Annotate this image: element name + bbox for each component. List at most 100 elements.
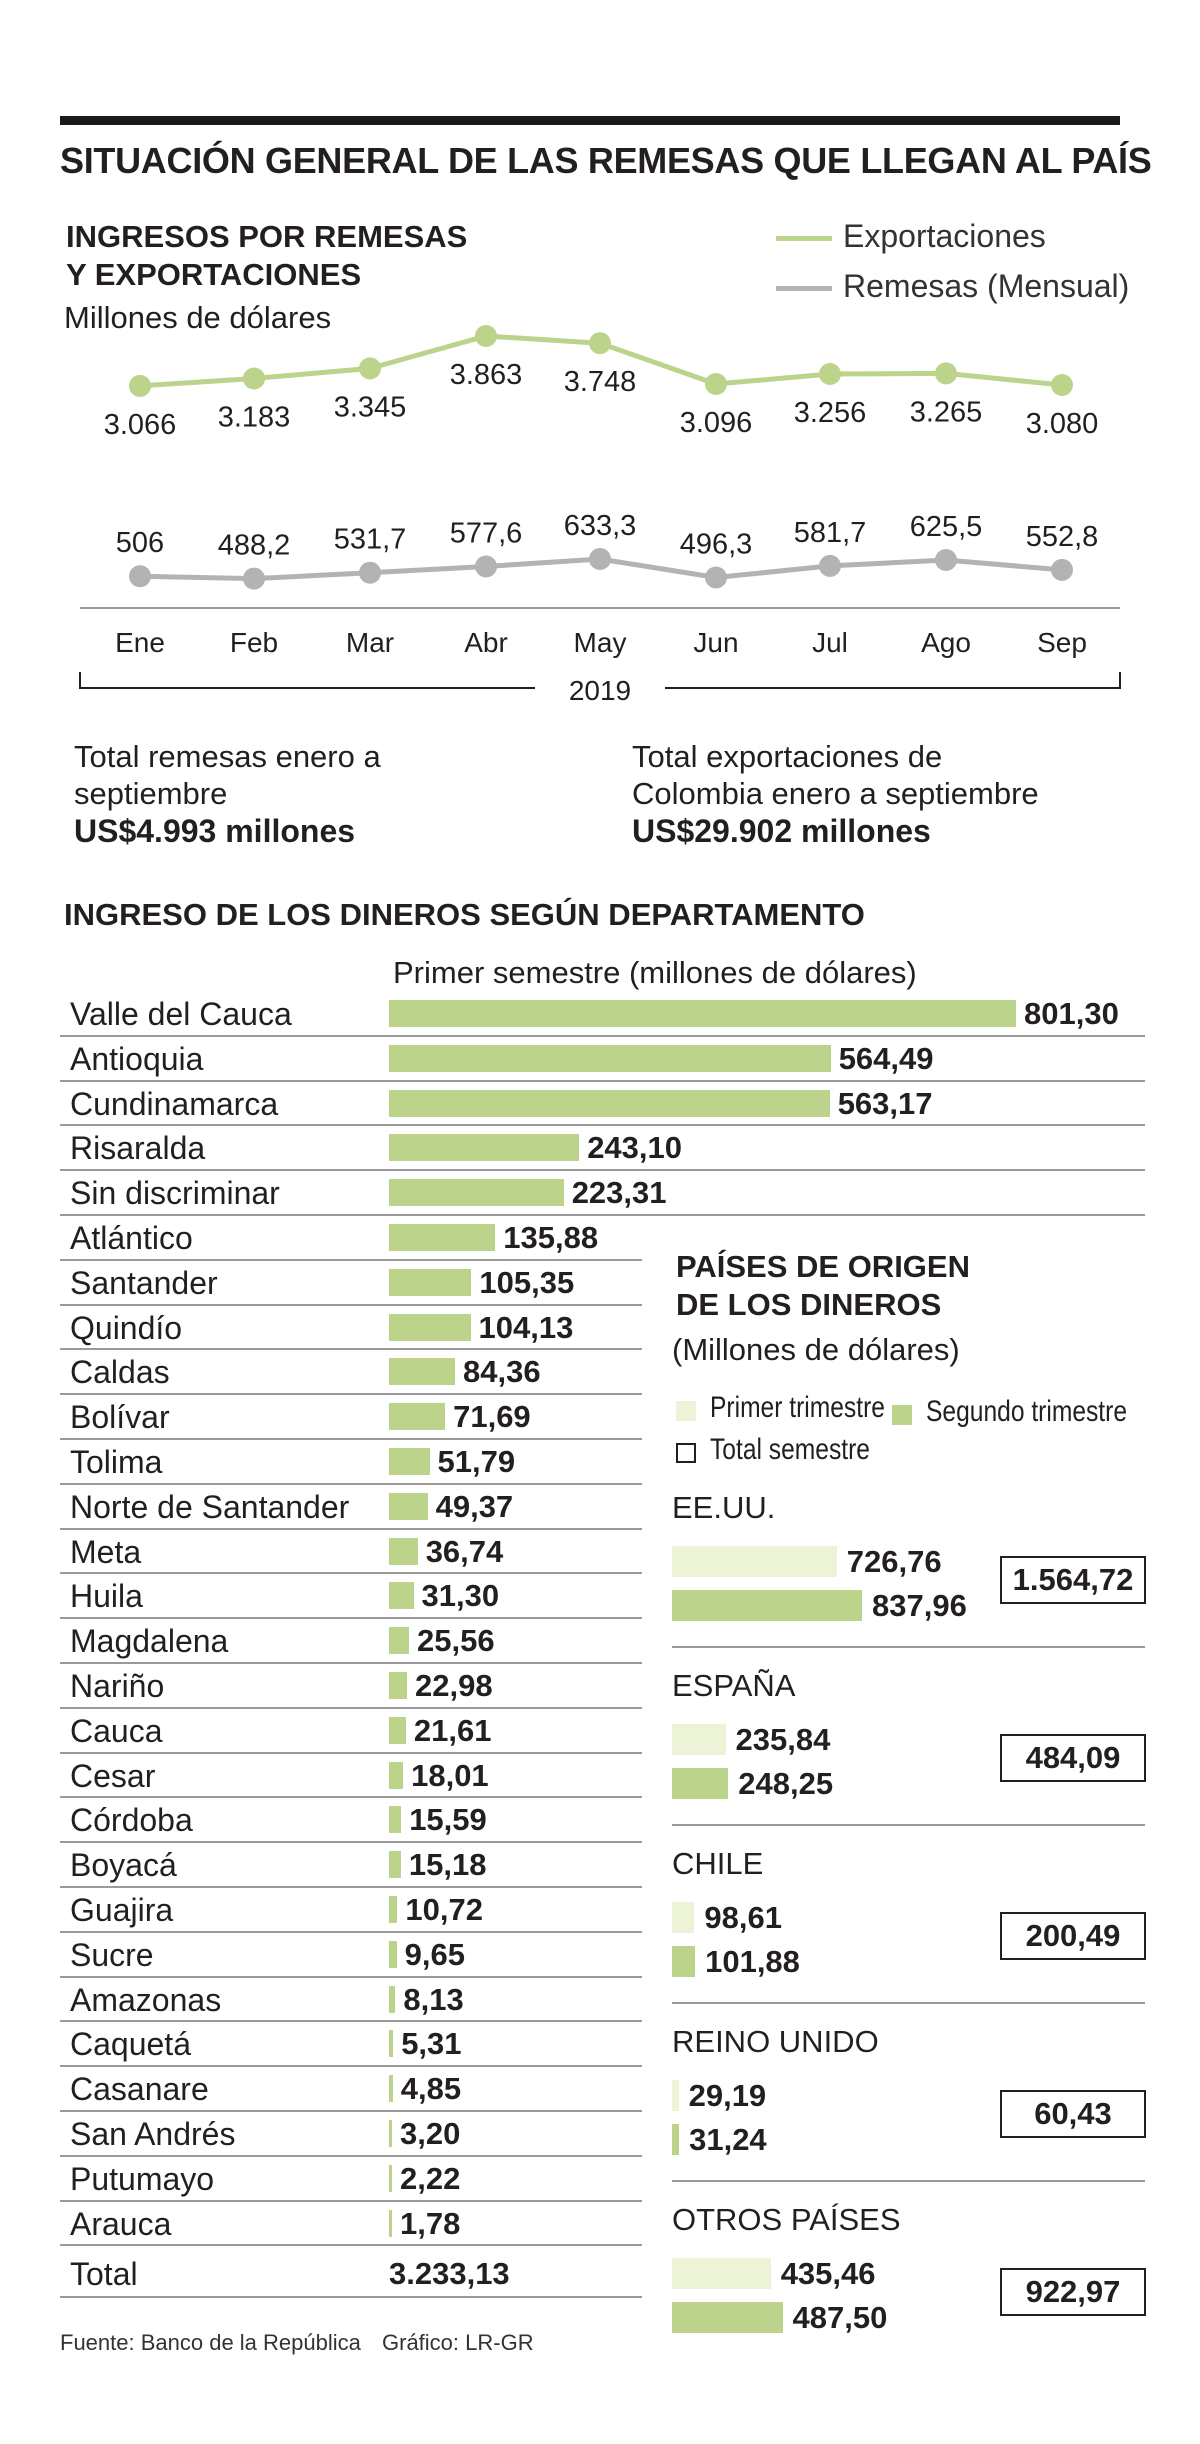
country-separator xyxy=(672,2002,1145,2004)
department-bar xyxy=(389,2164,392,2192)
department-label: Risaralda xyxy=(70,1130,206,1167)
department-value: 18,01 xyxy=(411,1757,489,1793)
country-label: EE.UU. xyxy=(672,1490,776,1525)
department-bar xyxy=(389,2075,393,2103)
line-chart: 3.066 3.183 3.345 3.863 3.748 3.096 3.256 3.265… xyxy=(79,325,1121,706)
remesas-point xyxy=(705,566,727,589)
department-value: 36,74 xyxy=(425,1533,504,1569)
department-bar xyxy=(389,1985,396,2013)
departments-title: INGRESO DE LOS DINEROS SEGÚN DEPARTAMENT… xyxy=(64,897,865,932)
remesas-point xyxy=(819,554,841,577)
remesas-data-label: 577,6 xyxy=(450,518,523,550)
department-label: Norte de Santander xyxy=(70,1488,350,1525)
country-label: REINO UNIDO xyxy=(672,2024,879,2059)
department-value: 22,98 xyxy=(415,1668,493,1703)
exports-data-label: 3.748 xyxy=(564,366,637,398)
department-value: 15,18 xyxy=(408,1847,487,1883)
department-label: Huila xyxy=(70,1578,143,1615)
semester-total-box: 200,49 xyxy=(1000,1912,1146,1960)
month-tick-label: Mar xyxy=(346,627,394,658)
department-row-rule xyxy=(60,1034,1145,1037)
legend-remesas-label: Remesas (Mensual) xyxy=(843,268,1130,304)
department-label: Caquetá xyxy=(70,2026,191,2063)
exports-point xyxy=(1051,374,1073,396)
remesas-point xyxy=(589,548,611,570)
department-row-rule xyxy=(60,1258,642,1261)
remesas-data-label: 506 xyxy=(116,527,164,559)
remesas-data-label: 581,7 xyxy=(794,517,867,549)
department-row-rule xyxy=(60,1930,642,1933)
department-row-rule xyxy=(60,1482,642,1485)
exports-data-label: 3.863 xyxy=(450,359,523,391)
month-tick-label: Ene xyxy=(115,627,165,658)
country-label: ESPAÑA xyxy=(672,1668,796,1703)
remesas-data-label: 552,8 xyxy=(1026,521,1099,553)
department-row-rule xyxy=(60,2154,642,2157)
exports-data-label: 3.345 xyxy=(334,391,407,423)
department-value: 15,59 xyxy=(409,1802,487,1838)
department-row-rule xyxy=(60,1841,642,1844)
department-value: 9,65 xyxy=(404,1936,465,1972)
line-chart-title-line1: INGRESOS POR REMESAS xyxy=(66,219,468,254)
department-bar xyxy=(389,1044,831,1072)
legend-exports-swatch xyxy=(776,236,832,241)
total-remesas-text1: Total remesas enero a xyxy=(74,739,381,774)
exports-series: 3.066 3.183 3.345 3.863 3.748 3.096 3.256 3.265… xyxy=(104,325,1098,441)
department-label: Cundinamarca xyxy=(70,1085,279,1122)
remesas-point xyxy=(129,565,151,588)
department-row-rule xyxy=(60,1617,642,1620)
department-row-rule xyxy=(60,1124,1145,1127)
department-label: Caldas xyxy=(70,1354,170,1391)
country-label: OTROS PAÍSES xyxy=(672,2202,901,2237)
second-quarter-bar xyxy=(672,1768,729,1799)
month-tick-label: Feb xyxy=(230,627,278,658)
total-exports-value: US$29.902 millones xyxy=(632,813,931,849)
second-quarter-bar xyxy=(672,1946,696,1977)
exports-data-label: 3.096 xyxy=(680,407,753,439)
semester-total-box: 484,09 xyxy=(1000,1734,1146,1782)
department-bar xyxy=(389,2120,392,2147)
legend-total-swatch xyxy=(676,1443,696,1463)
countries-subtitle: (Millones de dólares) xyxy=(672,1332,960,1367)
department-value: 223,31 xyxy=(571,1175,667,1211)
first-quarter-bar xyxy=(672,1546,837,1577)
month-tick-label: Abr xyxy=(464,627,508,658)
legend-second-label: Segundo trimestre xyxy=(926,1395,1128,1428)
department-bar xyxy=(389,1179,564,1207)
second-quarter-value: 487,50 xyxy=(792,2300,888,2335)
remesas-point xyxy=(359,561,381,584)
remesas-data-label: 625,5 xyxy=(910,511,983,543)
department-label: Cauca xyxy=(70,1712,163,1749)
exports-point xyxy=(819,363,841,385)
department-bar xyxy=(389,2030,394,2058)
remesas-point xyxy=(243,567,265,590)
department-bar xyxy=(389,1806,402,1834)
department-row-rule xyxy=(60,2020,642,2023)
department-value: 3,20 xyxy=(400,2116,461,2151)
remesas-point xyxy=(935,549,957,571)
department-bar xyxy=(389,1089,830,1117)
year-label: 2019 xyxy=(569,675,631,706)
department-value: 31,30 xyxy=(421,1578,500,1614)
department-value: 49,37 xyxy=(435,1488,514,1524)
exports-data-label: 3.265 xyxy=(910,396,983,428)
legend-remesas-swatch xyxy=(776,286,832,291)
department-value: 71,69 xyxy=(453,1399,531,1435)
department-value: 84,36 xyxy=(463,1354,541,1390)
exports-point xyxy=(475,325,497,347)
department-label: San Andrés xyxy=(70,2116,236,2152)
total-exports-block: Total exportaciones de Colombia enero a … xyxy=(632,738,1039,850)
total-label: Total xyxy=(70,2256,138,2292)
department-value: 105,35 xyxy=(479,1264,575,1300)
remesas-point xyxy=(1051,558,1073,581)
department-label: Arauca xyxy=(70,2205,172,2242)
country-label: CHILE xyxy=(672,1846,764,1881)
top-rule xyxy=(60,116,1120,125)
semester-total-box: 922,97 xyxy=(1000,2268,1146,2316)
line-chart-subtitle: Millones de dólares xyxy=(64,300,332,335)
second-quarter-bar xyxy=(672,2302,783,2333)
department-bar xyxy=(389,1403,446,1431)
department-row-rule xyxy=(60,1348,642,1351)
second-quarter-value: 101,88 xyxy=(705,1944,800,1979)
department-label: Tolima xyxy=(70,1444,163,1480)
